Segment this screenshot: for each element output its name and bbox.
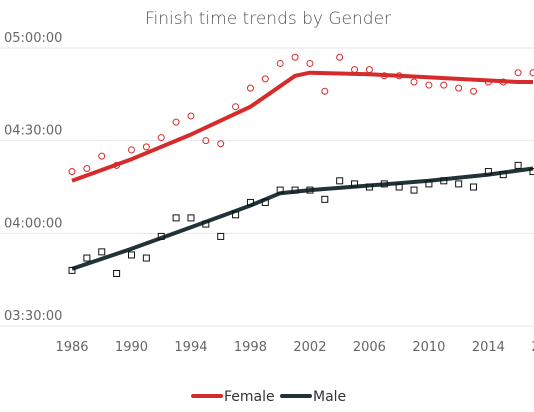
data-point [83,254,91,262]
data-point [499,171,507,179]
data-point [380,72,388,80]
data-point [113,269,121,277]
data-point [276,59,284,67]
data-point [365,66,373,74]
data-point [232,211,240,219]
data-point [142,254,150,262]
data-point [321,195,329,203]
data-point [484,78,492,86]
series-female [68,53,534,183]
data-point [276,186,284,194]
y-tick-label: 03:30:00 [4,309,62,324]
data-point [246,84,254,92]
data-point [351,180,359,188]
series-male [68,161,534,277]
data-point [127,251,135,259]
series-layer [68,53,534,277]
data-point [98,152,106,160]
data-point [98,248,106,256]
y-tick-label: 04:30:00 [4,124,62,139]
x-tick-label: 1990 [115,340,148,355]
data-point [68,266,76,274]
data-point [291,53,299,61]
data-point [380,180,388,188]
data-point [261,75,269,83]
x-tick-label: 2006 [353,340,386,355]
data-point [172,214,180,222]
x-tick-label: 2010 [412,340,445,355]
legend-label-male: Male [313,389,346,405]
data-point [246,198,254,206]
data-point [395,72,403,80]
data-point [232,103,240,111]
data-point [440,81,448,89]
data-point [217,232,225,240]
data-point [440,177,448,185]
trend-line [71,70,533,183]
x-tick-label: 1998 [234,340,267,355]
data-point [529,168,534,176]
data-point [217,140,225,148]
data-point [395,183,403,191]
data-point [291,186,299,194]
grid [0,47,534,327]
data-point [172,118,180,126]
data-point [514,161,522,169]
data-point [113,161,121,169]
x-tick-label: 1986 [55,340,88,355]
x-axis: 1986 1990 1994 1998 2002 2006 2010 2014 2018 [55,340,534,355]
data-point [83,164,91,172]
data-point [425,180,433,188]
data-point [336,53,344,61]
data-point [127,146,135,154]
data-point [410,78,418,86]
data-point [351,66,359,74]
data-point [470,87,478,95]
y-tick-label: 04:00:00 [4,216,62,231]
data-point [499,78,507,86]
legend: Female Male [191,389,346,405]
data-point [365,183,373,191]
legend-label-female: Female [224,389,275,405]
data-point [529,69,534,77]
x-tick-label: 2018 [531,340,534,355]
x-tick-label: 1994 [174,340,207,355]
data-point [157,134,165,142]
data-point [187,112,195,120]
x-tick-label: 2002 [293,340,326,355]
data-point [261,198,269,206]
data-point [336,177,344,185]
data-point [514,69,522,77]
chart-title: Finish time trends by Gender [145,9,391,29]
data-point [470,183,478,191]
data-point [157,232,165,240]
x-tick-label: 2014 [472,340,505,355]
data-point [321,87,329,95]
data-point [306,186,314,194]
data-point [410,186,418,194]
data-point [455,180,463,188]
data-point [425,81,433,89]
data-point [202,137,210,145]
data-point [455,84,463,92]
data-point [484,168,492,176]
data-point [306,59,314,67]
y-axis: 03:30:00 04:00:00 04:30:00 05:00:00 [4,31,62,324]
data-point [202,220,210,228]
data-point [142,143,150,151]
y-tick-label: 05:00:00 [4,31,62,46]
data-point [187,214,195,222]
data-point [68,168,76,176]
trend-line [71,166,534,271]
